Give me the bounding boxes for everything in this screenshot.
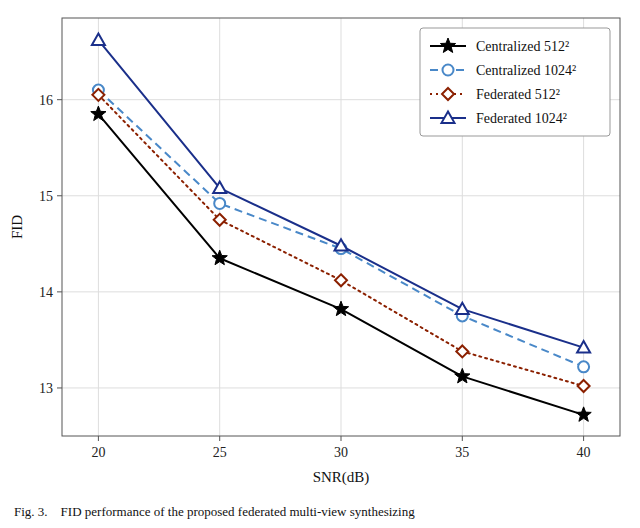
legend-box	[420, 28, 610, 136]
tick-x	[98, 436, 99, 441]
legend-label: Centralized 512²	[476, 39, 569, 54]
series-group	[91, 34, 591, 422]
series-line	[98, 95, 583, 386]
point-marker	[335, 239, 348, 250]
tick-y	[57, 387, 62, 388]
tick-label-y: 13	[39, 381, 53, 396]
legend-label: Centralized 1024²	[476, 63, 576, 78]
point-marker	[456, 345, 468, 357]
tick-y	[57, 195, 62, 196]
grid-line-x	[98, 18, 99, 436]
tick-y	[57, 99, 62, 100]
point-marker	[213, 182, 226, 193]
chart: 20 25 30 35 40 13 14 15 16 SNR(dB) FID Centralized …	[0, 0, 640, 528]
point-marker	[456, 303, 469, 314]
legend-marker	[442, 112, 455, 123]
series-line	[98, 114, 583, 415]
tick-label-x: 25	[213, 445, 227, 460]
point-marker	[214, 214, 226, 226]
point-marker	[576, 407, 591, 421]
series-line	[98, 40, 583, 348]
point-marker	[455, 368, 470, 382]
legend-label: Federated 1024²	[476, 111, 567, 126]
point-marker	[577, 341, 590, 352]
plot-background	[62, 18, 620, 436]
point-marker	[92, 89, 104, 101]
axes: 20 25 30 35 40 13 14 15 16	[39, 93, 591, 460]
tick-label-y: 16	[39, 93, 53, 108]
caption: Fig. 3. FID performance of the proposed …	[14, 504, 415, 519]
tick-label-x: 40	[577, 445, 591, 460]
point-marker	[214, 198, 225, 209]
legend-label: Federated 512²	[476, 87, 560, 102]
tick-x	[583, 436, 584, 441]
grid-line-x	[341, 18, 342, 436]
tick-x	[219, 436, 220, 441]
point-marker	[578, 361, 589, 372]
plot-frame	[62, 18, 620, 436]
point-marker	[92, 34, 105, 45]
point-marker	[91, 106, 106, 120]
grid-line-y	[62, 291, 620, 292]
x-axis-label: SNR(dB)	[313, 469, 370, 486]
point-marker	[578, 380, 590, 392]
tick-label-x: 20	[91, 445, 105, 460]
grid-line-y	[62, 387, 620, 388]
point-marker	[335, 274, 347, 286]
tick-x	[462, 436, 463, 441]
grid	[62, 18, 620, 436]
grid-line-y	[62, 195, 620, 196]
tick-label-y: 15	[39, 189, 53, 204]
tick-x	[341, 436, 342, 441]
tick-label-x: 35	[455, 445, 469, 460]
legend: Centralized 512² Centralized 1024² Federat…	[420, 28, 610, 136]
y-axis-label: FID	[9, 215, 25, 239]
point-marker	[212, 250, 227, 264]
legend-marker	[440, 38, 455, 52]
tick-label-x: 30	[334, 445, 348, 460]
legend-marker	[442, 88, 454, 100]
point-marker	[333, 301, 348, 315]
tick-label-y: 14	[39, 285, 53, 300]
legend-marker	[443, 65, 454, 76]
tick-y	[57, 291, 62, 292]
